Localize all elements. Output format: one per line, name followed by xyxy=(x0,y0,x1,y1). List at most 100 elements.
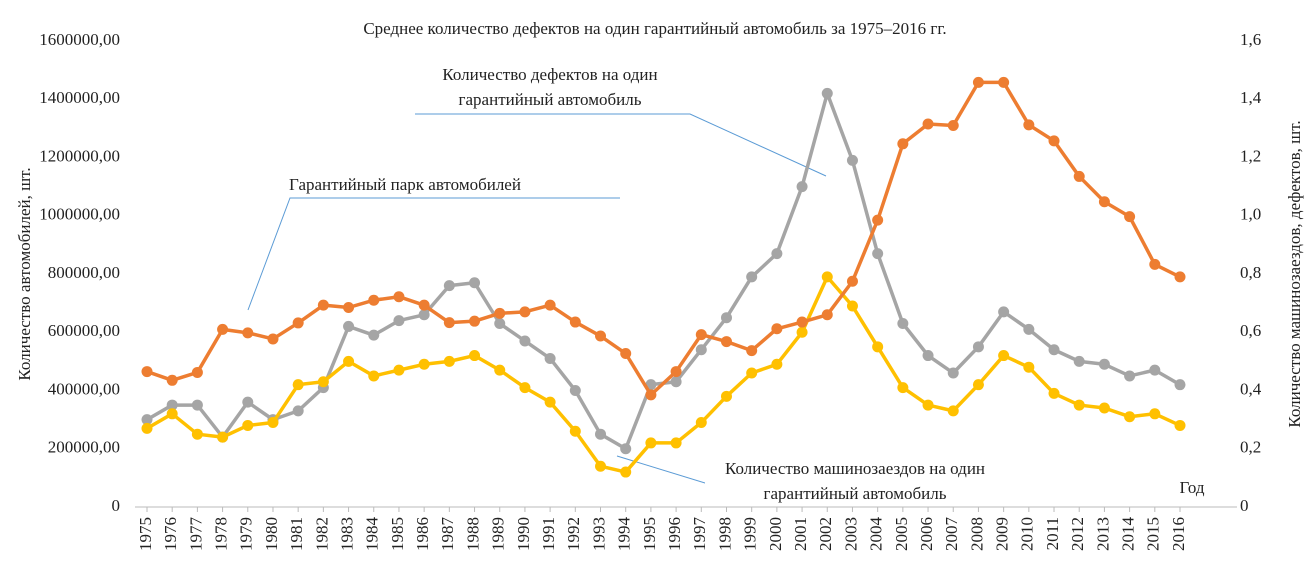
legend-label: Гарантийный парк автомобилей xyxy=(190,172,620,197)
data-point xyxy=(1023,119,1035,131)
y2-tick-label: 0,6 xyxy=(1240,321,1261,340)
data-point xyxy=(494,318,506,330)
x-tick-label: 1984 xyxy=(363,517,382,552)
data-point xyxy=(846,154,858,166)
x-tick-label: 1975 xyxy=(136,517,155,551)
x-tick-label: 1987 xyxy=(438,517,457,552)
data-point xyxy=(846,275,858,287)
x-axis-label: Год xyxy=(1180,478,1205,497)
data-point xyxy=(998,76,1010,88)
data-point xyxy=(595,330,607,342)
y-tick-label: 400000,00 xyxy=(48,379,120,398)
data-point xyxy=(821,87,833,99)
data-point xyxy=(796,181,808,193)
x-tick-label: 2003 xyxy=(841,517,860,551)
data-point xyxy=(1023,323,1035,335)
data-point xyxy=(746,345,758,357)
data-point xyxy=(217,323,229,335)
data-point xyxy=(720,390,732,402)
data-point xyxy=(922,118,934,130)
data-point xyxy=(1124,411,1136,423)
data-point xyxy=(922,399,934,411)
x-tick-label: 1986 xyxy=(413,517,432,551)
data-point xyxy=(1098,196,1110,208)
data-point xyxy=(897,382,909,394)
x-tick-label: 2005 xyxy=(892,517,911,551)
x-tick-label: 1995 xyxy=(640,517,659,551)
data-point xyxy=(1174,271,1186,283)
data-point xyxy=(267,333,279,345)
y-tick-label: 1200000,00 xyxy=(39,146,120,165)
x-tick-label: 1991 xyxy=(539,517,558,551)
data-point xyxy=(393,291,405,303)
x-tick-label: 1988 xyxy=(463,517,482,551)
data-point xyxy=(947,405,959,417)
data-point xyxy=(796,326,808,338)
y2-tick-label: 1,4 xyxy=(1240,88,1262,107)
y2-tick-label: 1,2 xyxy=(1240,146,1261,165)
x-tick-label: 2016 xyxy=(1169,517,1188,551)
data-point xyxy=(544,299,556,311)
data-point xyxy=(872,341,884,353)
data-point xyxy=(418,358,430,370)
data-point xyxy=(972,76,984,88)
callout-line xyxy=(415,113,827,177)
data-point xyxy=(620,466,632,478)
x-tick-label: 2009 xyxy=(993,517,1012,551)
y2-axis-label: Количество машинозаездов, дефектов, шт. xyxy=(1285,120,1304,427)
data-point xyxy=(544,396,556,408)
data-point xyxy=(443,355,455,367)
x-tick-label: 1993 xyxy=(589,517,608,551)
data-point xyxy=(1048,344,1060,356)
y-tick-label: 600000,00 xyxy=(48,321,120,340)
data-point xyxy=(620,348,632,360)
data-point xyxy=(1149,258,1161,270)
data-point xyxy=(443,280,455,292)
data-point xyxy=(242,327,254,339)
x-tick-label: 2013 xyxy=(1093,517,1112,551)
x-tick-label: 2010 xyxy=(1018,517,1037,551)
data-point xyxy=(620,443,632,455)
series xyxy=(141,87,1186,455)
data-point xyxy=(645,389,657,401)
data-point xyxy=(1098,358,1110,370)
x-tick-label: 2007 xyxy=(942,517,961,552)
x-tick-label: 1979 xyxy=(237,517,256,551)
data-point xyxy=(670,437,682,449)
data-point xyxy=(1174,379,1186,391)
data-point xyxy=(746,271,758,283)
x-tick-label: 1982 xyxy=(312,517,331,551)
data-point xyxy=(368,329,380,341)
y-tick-label: 1000000,00 xyxy=(39,205,120,224)
data-point xyxy=(191,366,203,378)
data-point xyxy=(292,379,304,391)
data-point xyxy=(141,366,153,378)
data-point xyxy=(519,335,531,347)
x-tick-label: 1990 xyxy=(514,517,533,551)
y-tick-label: 200000,00 xyxy=(48,438,120,457)
x-tick-label: 2000 xyxy=(766,517,785,551)
x-tick-label: 2004 xyxy=(867,517,886,552)
legend-label: Количество машинозаездов на один гаранти… xyxy=(705,456,1005,506)
data-point xyxy=(469,315,481,327)
x-tick-label: 1998 xyxy=(715,517,734,551)
y2-tick-label: 0,4 xyxy=(1240,379,1262,398)
data-point xyxy=(821,309,833,321)
data-point xyxy=(317,376,329,388)
y2-tick-label: 0,2 xyxy=(1240,438,1261,457)
data-point xyxy=(368,370,380,382)
x-tick-label: 1983 xyxy=(337,517,356,551)
data-point xyxy=(695,417,707,429)
data-point xyxy=(998,306,1010,318)
data-point xyxy=(998,350,1010,362)
x-tick-label: 1994 xyxy=(615,517,634,552)
data-point xyxy=(846,300,858,312)
data-point xyxy=(746,367,758,379)
series-line xyxy=(146,91,1181,451)
chart-title: Среднее количество дефектов на один гара… xyxy=(363,19,946,38)
data-point xyxy=(947,367,959,379)
data-point xyxy=(519,382,531,394)
series xyxy=(141,76,1186,401)
